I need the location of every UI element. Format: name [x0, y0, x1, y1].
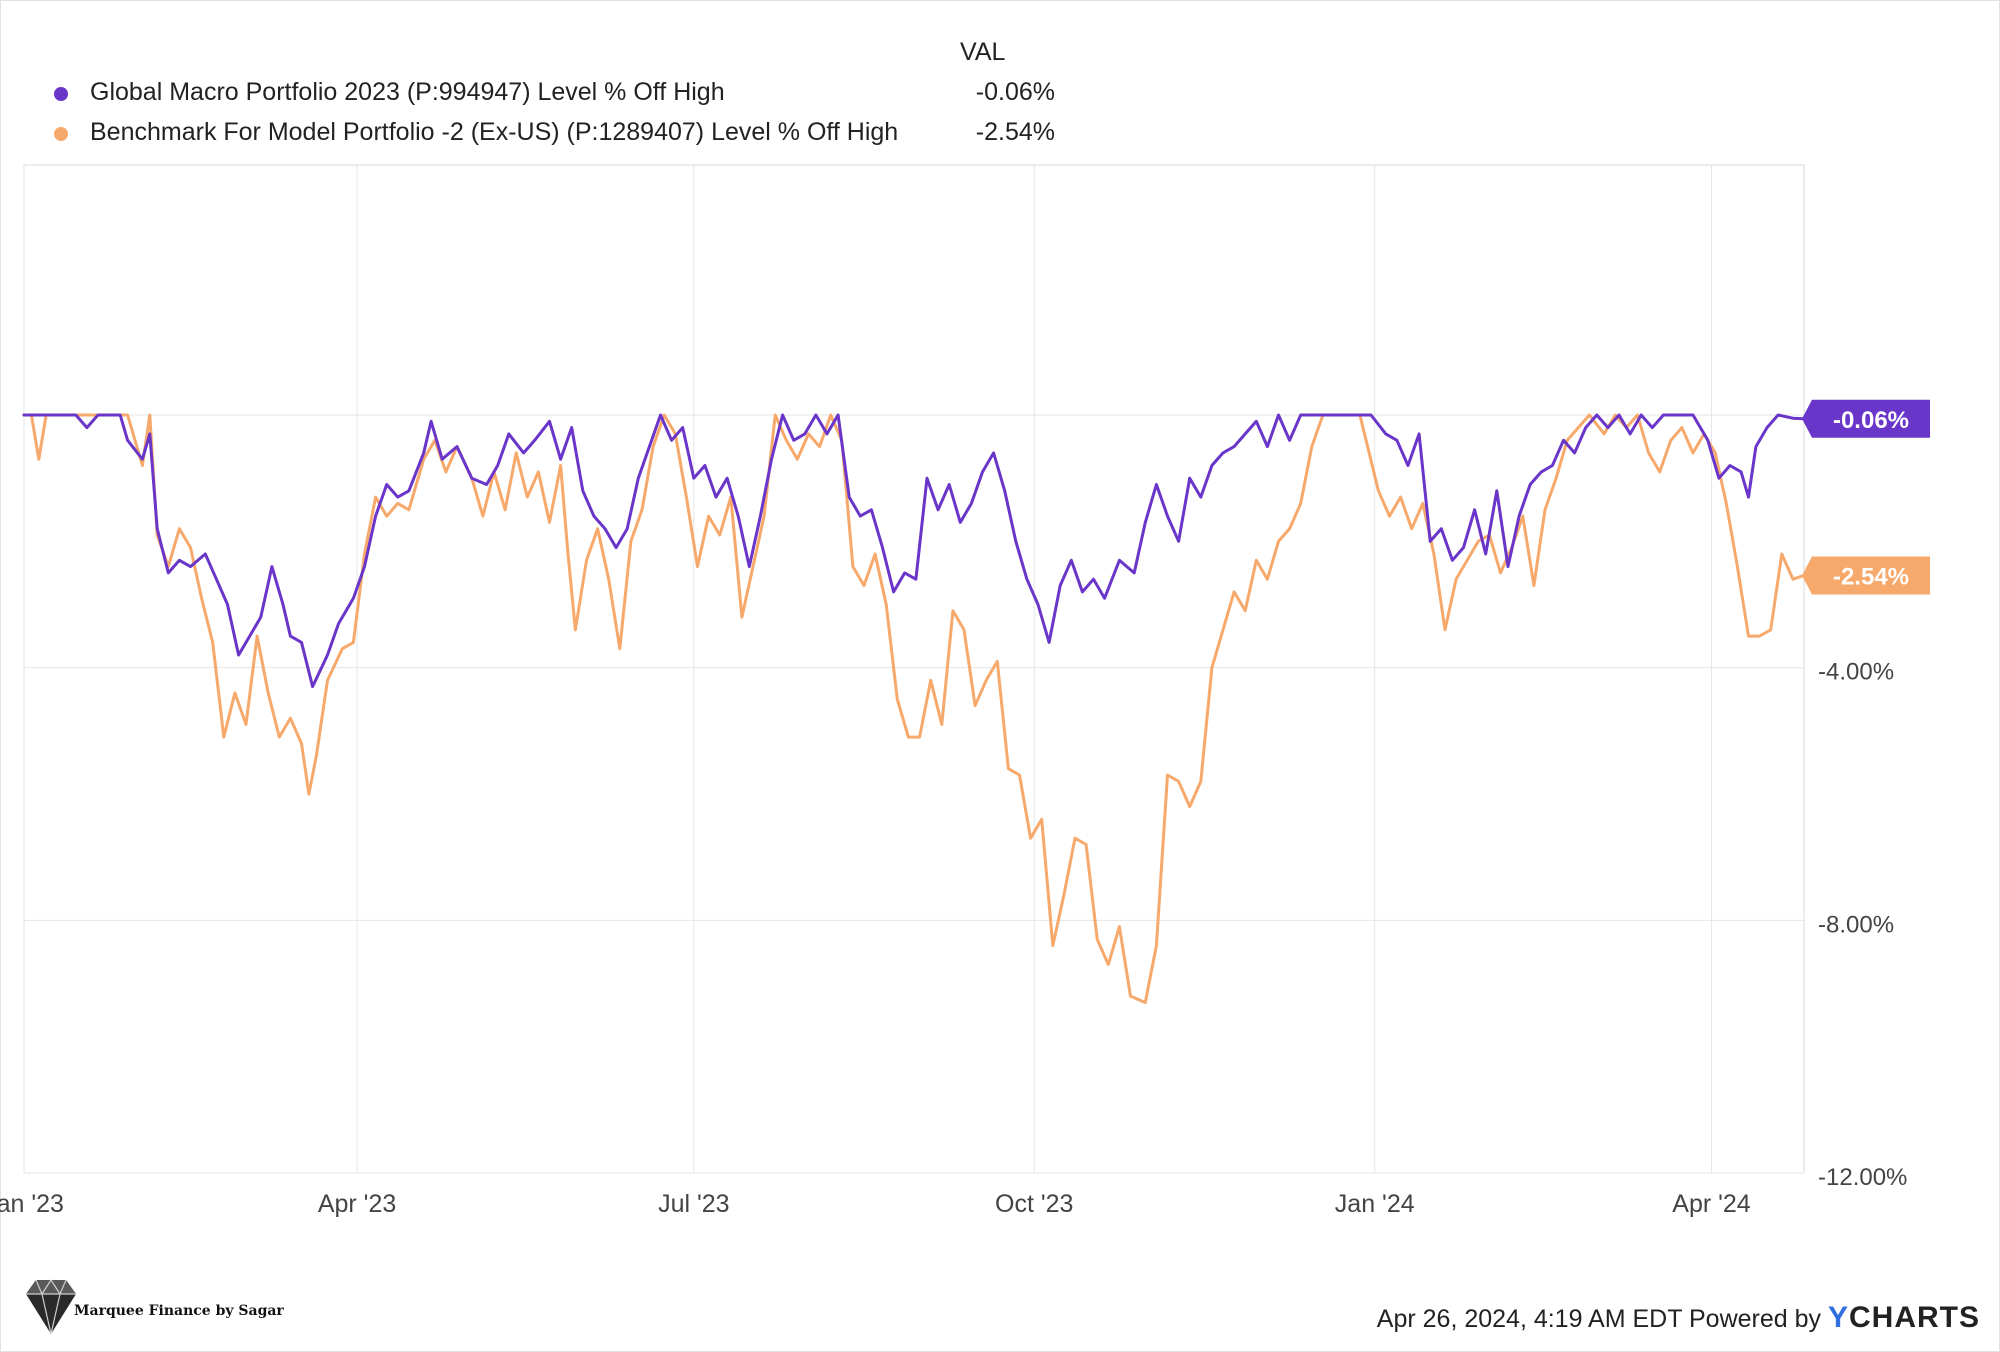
legend-value-header: VAL — [960, 38, 1006, 66]
legend-series-value: -2.54% — [975, 118, 1055, 146]
x-tick-label: Oct '23 — [995, 1190, 1073, 1218]
brand-name: Marquee Finance by Sagar — [74, 1303, 284, 1319]
legend-row-global-macro[interactable]: Global Macro Portfolio 2023 (P:994947) L… — [50, 78, 1055, 114]
legend-row-benchmark[interactable]: Benchmark For Model Portfolio -2 (Ex-US)… — [50, 118, 1055, 154]
series-line-benchmark — [22, 413, 1806, 1004]
series-lines — [22, 413, 1806, 1004]
x-tick-label: Jan '23 — [0, 1190, 64, 1218]
end-flag-global-macro — [1802, 399, 1930, 438]
end-value-label: -2.54% — [1833, 563, 1909, 590]
footer-timestamp: Apr 26, 2024, 4:19 AM EDT Powered by — [1376, 1305, 1822, 1333]
end-flag-benchmark — [1802, 556, 1930, 595]
x-tick-label: Apr '23 — [318, 1190, 396, 1218]
y-tick-label: -12.00% — [1818, 1164, 1907, 1191]
x-tick-label: Jul '23 — [658, 1190, 729, 1218]
plot-area — [23, 164, 1805, 1174]
x-tick-label: Jan '24 — [1335, 1190, 1415, 1218]
end-value-label: -0.06% — [1833, 407, 1909, 434]
x-tick-label: Apr '24 — [1672, 1190, 1751, 1218]
y-tick-label: -8.00% — [1818, 911, 1894, 938]
end-labels: -0.06% -2.54% — [1802, 399, 1930, 595]
legend-series-label: Benchmark For Model Portfolio -2 (Ex-US)… — [90, 118, 899, 146]
legend-dot-icon — [54, 127, 68, 141]
series-line-global-macro — [22, 413, 1806, 689]
legend-series-label: Global Macro Portfolio 2023 (P:994947) L… — [90, 78, 725, 106]
grid — [23, 165, 1804, 1174]
diamond-icon — [26, 1278, 76, 1335]
ycharts-logo[interactable]: YCHARTS — [1827, 1301, 1980, 1334]
legend-dot-icon — [54, 87, 68, 101]
brand-logo: Marquee Finance by Sagar — [24, 1276, 284, 1336]
legend: VAL Global Macro Portfolio 2023 (P:99494… — [0, 0, 1100, 160]
footer-attribution: Apr 26, 2024, 4:19 AM EDT Powered by YCH… — [1377, 1301, 1980, 1335]
y-tick-label: -4.00% — [1818, 659, 1894, 686]
legend-series-value: -0.06% — [975, 78, 1055, 106]
